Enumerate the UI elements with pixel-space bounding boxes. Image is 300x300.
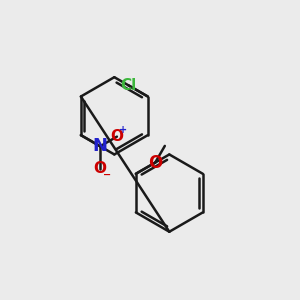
Text: N: N — [93, 137, 108, 155]
Text: O: O — [94, 161, 107, 176]
Text: Cl: Cl — [120, 78, 136, 93]
Text: O: O — [148, 154, 162, 172]
Text: +: + — [119, 125, 128, 135]
Text: −: − — [103, 169, 111, 179]
Text: O: O — [110, 129, 123, 144]
